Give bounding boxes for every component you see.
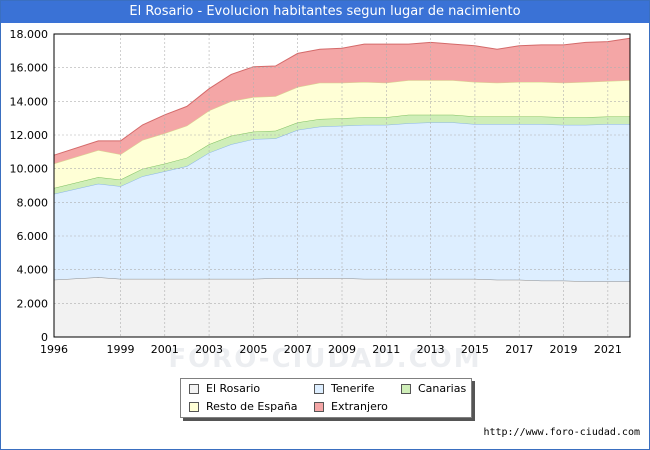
x-tick-label: 2019 (550, 343, 578, 356)
legend-swatch (189, 402, 199, 412)
x-tick-label: 2009 (328, 343, 356, 356)
legend-label: Tenerife (331, 382, 375, 395)
x-tick-label: 2015 (461, 343, 489, 356)
x-tick-label: 2013 (417, 343, 445, 356)
y-tick-label: 10.000 (10, 163, 49, 176)
legend-swatch (189, 384, 199, 394)
area-canarias (54, 114, 630, 194)
legend-swatch (314, 384, 324, 394)
x-tick-label: 2001 (151, 343, 179, 356)
chart-title: El Rosario - Evolucion habitantes segun … (1, 1, 649, 23)
x-tick-label: 2003 (195, 343, 223, 356)
y-tick-label: 6.000 (17, 230, 49, 243)
y-tick-label: 4.000 (17, 264, 49, 277)
line-extranjero (53, 37, 631, 156)
y-tick-label: 14.000 (10, 95, 49, 108)
y-tick-label: 16.000 (10, 62, 49, 75)
legend-label: El Rosario (206, 382, 261, 395)
x-tick-label: 2007 (284, 343, 312, 356)
legend-swatch (314, 402, 324, 412)
y-tick-label: 0 (41, 331, 48, 344)
legend-swatch (401, 384, 411, 394)
legend-label: Resto de España (206, 400, 298, 413)
y-tick-label: 2.000 (17, 297, 49, 310)
y-tick-label: 8.000 (17, 196, 49, 209)
y-tick-label: 12.000 (10, 129, 49, 142)
y-tick-label: 18.000 (10, 28, 49, 41)
legend-label: Extranjero (331, 400, 388, 413)
chart-legend: El Rosario Tenerife Canarias Resto de Españ… (180, 378, 472, 418)
x-tick-label: 2017 (505, 343, 533, 356)
area-tenerife (54, 122, 630, 282)
area-extranjero (54, 38, 630, 164)
legend-label: Canarias (418, 382, 467, 395)
watermark: FORO-CIUDAD.COM (168, 344, 482, 374)
x-tick-label: 1996 (40, 343, 68, 356)
x-tick-label: 2011 (372, 343, 400, 356)
source-credit: http://www.foro-ciudad.com (483, 427, 640, 438)
area-resto-de-espan-a (54, 80, 630, 188)
plot-border (53, 33, 631, 338)
x-tick-label: 1999 (106, 343, 134, 356)
x-tick-label: 2005 (239, 343, 267, 356)
x-tick-label: 2021 (594, 343, 622, 356)
